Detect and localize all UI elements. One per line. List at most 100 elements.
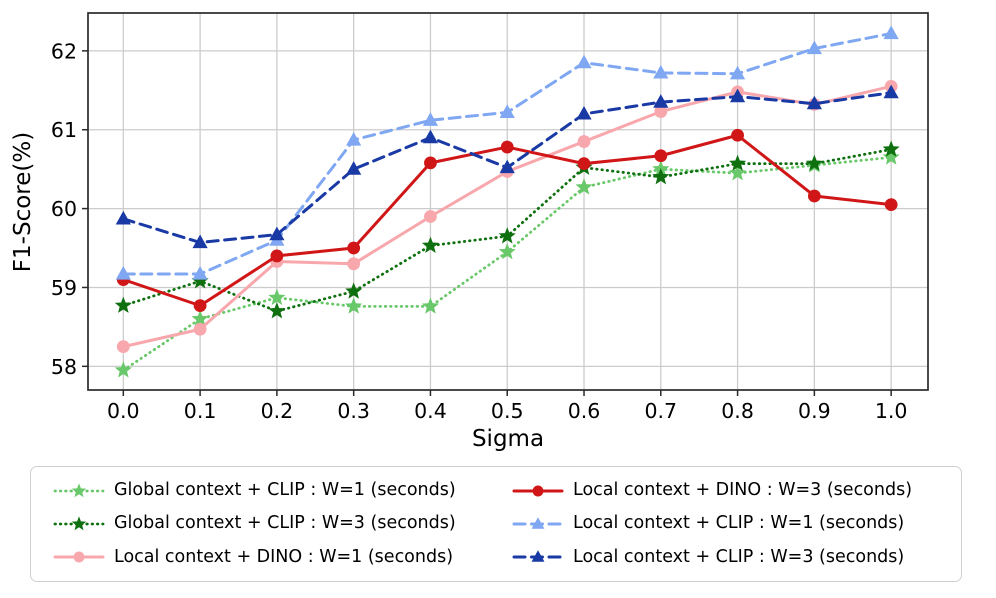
star-marker [882,148,900,165]
star-marker [882,140,900,157]
x-tick-label: 0.4 [414,399,447,423]
triangle-marker [729,65,746,80]
triangle-marker [653,94,669,108]
triangle-marker [883,25,899,40]
circle-marker [577,135,591,148]
triangle-marker [806,40,822,55]
circle-marker [731,128,744,142]
y-axis-label: F1-Score(%) [10,132,36,272]
x-tick-label: 0.1 [184,399,217,423]
triangle-marker [346,131,362,146]
circle-marker [654,105,668,118]
circle-marker [532,485,544,497]
x-tick-label: 0.2 [261,399,294,423]
x-tick-label: 0.5 [491,399,524,423]
star-marker [729,164,747,181]
legend-item: Global context + CLIP : W=1 (seconds) [37,478,496,503]
triangle-marker [653,64,669,79]
y-tick-label: 60 [51,197,77,221]
triangle-marker [115,210,131,225]
circle-marker [424,210,437,223]
star-marker [345,297,363,314]
circle-marker [424,156,437,170]
star-marker [114,296,132,313]
star-marker [421,236,440,253]
series-4 [115,25,899,280]
x-axis-label: Sigma [472,426,544,452]
x-tick-label: 0.3 [337,399,370,423]
x-tick-label: 0.6 [568,399,601,423]
triangle-marker [269,226,285,241]
circle-marker [116,340,130,354]
circle-marker [347,257,361,271]
legend-label: Local context + DINO : W=3 (seconds) [573,480,913,500]
chart-canvas: 0.0 0.1 0.2 0.3 0.4 0.5 0.6 0.7 0.8 0.9 1.0 58 59 60 6… [10,12,929,452]
triangle-marker [422,129,439,144]
plot-border [87,12,929,391]
triangle-marker [192,266,208,280]
circle-marker [270,249,284,263]
triangle-marker [115,266,131,280]
triangle-marker [883,84,899,99]
legend-star-marker-icon [53,483,105,497]
series-5 [115,84,899,249]
star-marker [498,242,516,260]
triangle-marker [499,159,515,174]
circle-marker [577,157,591,171]
triangle-marker [531,550,545,563]
star-marker [805,154,823,171]
star-marker [652,168,670,185]
star-marker [268,288,286,305]
legend-label: Local context + DINO : W=1 (seconds) [114,546,454,567]
y-tick-label: 62 [51,39,77,63]
legend-circle-marker-icon [512,485,564,497]
circle-marker [193,322,207,336]
circle-marker [807,189,821,203]
y-tick-label: 58 [51,355,77,379]
triangle-marker [729,88,746,103]
star-marker [575,178,593,195]
legend-label: Local context + CLIP : W=1 (seconds) [573,513,905,534]
legend-item: Global context + CLIP : W=3 (seconds) [37,511,496,536]
triangle-marker [499,104,515,118]
circle-marker [500,140,514,154]
star-marker [729,154,747,171]
x-tick-label: 0.0 [107,399,140,423]
legend-item: Local context + CLIP : W=3 (seconds) [496,545,955,570]
legend-star-marker-icon [53,516,105,531]
legend-item: Local context + DINO : W=3 (seconds) [496,478,955,503]
triangle-marker [576,105,592,120]
star-marker [191,272,209,289]
triangle-marker [346,161,362,175]
triangle-marker [576,54,592,69]
x-tick-label: 0.7 [644,399,677,423]
x-tick-label: 0.9 [798,399,831,423]
y-tick-label: 59 [51,276,77,300]
star-marker [498,227,516,244]
triangle-marker [806,95,822,110]
axes-layer: 0.0 0.1 0.2 0.3 0.4 0.5 0.6 0.7 0.8 0.9 1.0 58 59 60 6… [51,12,929,423]
legend-label: Global context + CLIP : W=1 (seconds) [114,480,456,500]
circle-marker [654,149,668,163]
star-marker [345,282,363,299]
circle-marker [193,299,207,313]
legend-circle-marker-icon [53,551,105,563]
star-marker [71,483,87,497]
star-marker [421,297,440,314]
star-marker [114,361,132,378]
x-tick-label: 0.8 [721,399,754,423]
legend-item: Local context + CLIP : W=1 (seconds) [496,511,955,536]
star-marker [191,310,209,327]
triangle-marker [192,234,208,249]
series-layer [114,25,900,378]
legend-triangle-marker-icon [512,550,564,563]
circle-marker [347,241,361,255]
x-tick-label: 1.0 [875,399,908,423]
legend-label: Global context + CLIP : W=3 (seconds) [114,513,456,534]
triangle-marker [422,112,439,126]
star-marker [71,516,87,531]
circle-marker [73,551,85,563]
legend: Global context + CLIP : W=1 (seconds) Glo… [30,466,962,583]
legend-item: Local context + DINO : W=1 (seconds) [37,545,496,570]
